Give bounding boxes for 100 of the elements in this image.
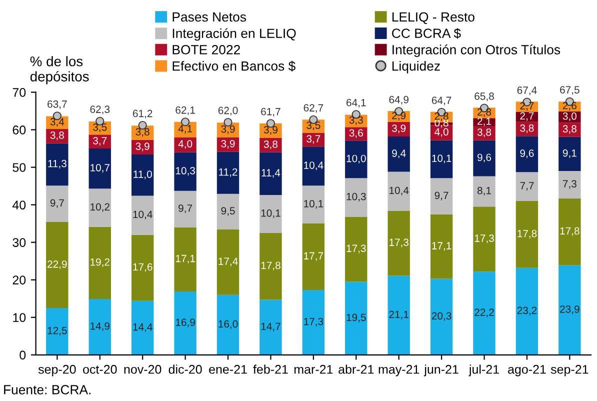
- bar: [260, 300, 282, 355]
- bar: [88, 226, 111, 299]
- data-label: 10,1: [261, 209, 280, 218]
- data-label: 16,0: [218, 320, 238, 329]
- bar: [473, 272, 496, 355]
- bar: [430, 278, 453, 355]
- data-label: 9,1: [562, 149, 576, 158]
- y-tick-label: 30: [12, 238, 26, 247]
- data-label: 62,3: [90, 106, 110, 114]
- data-label: 65,8: [474, 92, 494, 102]
- bar: [88, 298, 111, 355]
- x-tick-label: nov-20: [124, 364, 162, 374]
- data-label: 9,7: [178, 204, 192, 214]
- legend-label: Pases Netos: [172, 12, 246, 22]
- data-label: 3,5: [93, 123, 107, 132]
- bar: [216, 152, 240, 194]
- bar: [388, 210, 410, 276]
- bar: [302, 146, 325, 186]
- data-label: 10,1: [432, 154, 452, 164]
- bar: [88, 134, 111, 149]
- bar: [345, 216, 368, 282]
- data-label: 22,9: [48, 260, 67, 270]
- bar: [174, 152, 196, 191]
- data-label: 4,1: [178, 125, 192, 134]
- data-label: 9,5: [221, 207, 235, 216]
- bar: [345, 282, 368, 355]
- bar: [558, 265, 581, 355]
- bar: [46, 129, 68, 144]
- data-label: 7,3: [562, 180, 576, 189]
- bar: [516, 172, 538, 202]
- x-tick-label: sep-21: [550, 364, 588, 376]
- bar: [88, 148, 111, 189]
- x-tick-label: dic-20: [168, 364, 202, 374]
- data-label: 19,2: [90, 258, 110, 267]
- y-tick-label: 50: [12, 163, 26, 172]
- data-label: 3,4: [50, 118, 64, 127]
- bar: [174, 190, 196, 228]
- data-label: 17,3: [346, 244, 366, 254]
- x-tick-label: jul-21: [468, 364, 499, 376]
- bar: [558, 171, 581, 198]
- data-label: 23,2: [517, 306, 537, 316]
- data-label: 67,5: [560, 86, 580, 95]
- data-label: 11,0: [134, 170, 152, 180]
- bar: [473, 140, 496, 176]
- data-label: 17,1: [432, 242, 452, 251]
- data-label: 17,4: [218, 258, 238, 266]
- bar: [516, 268, 538, 355]
- data-label: 2,8: [434, 112, 448, 122]
- data-label: 3,8: [477, 128, 492, 138]
- data-label: 9,7: [50, 199, 64, 208]
- data-label: 7,7: [520, 182, 534, 191]
- data-label: 61,7: [261, 108, 280, 117]
- bar: [131, 234, 154, 301]
- data-label: 14,7: [261, 322, 280, 332]
- bar: [260, 152, 282, 196]
- legend-label: Efectivo en Bancos $: [172, 60, 296, 72]
- data-label: 8,1: [477, 186, 491, 196]
- data-label: 19,5: [346, 314, 366, 322]
- bar: [388, 172, 410, 211]
- data-label: 62,1: [176, 106, 195, 116]
- data-label: 11,2: [219, 168, 238, 177]
- data-label: 3,8: [520, 124, 534, 134]
- data-label: 64,1: [346, 98, 366, 108]
- bar: [430, 214, 453, 279]
- bar: [302, 290, 325, 355]
- data-label: 23,9: [560, 305, 580, 314]
- data-label: 17,3: [390, 238, 409, 248]
- x-tick-label: jun-21: [424, 364, 458, 376]
- data-label: 3,8: [50, 132, 64, 140]
- data-label: 21,1: [389, 310, 408, 320]
- data-label: 63,7: [48, 100, 67, 110]
- bar: [131, 300, 154, 355]
- bar: [260, 138, 282, 152]
- x-tick-label: mar-21: [294, 364, 333, 374]
- data-label: 10,1: [304, 200, 324, 209]
- legend-label: CC BCRA $: [392, 28, 461, 39]
- bar: [430, 140, 453, 178]
- bar: [388, 276, 410, 355]
- y-tick-label: 40: [12, 200, 26, 210]
- data-label: 3,9: [221, 140, 235, 149]
- data-label: 10,2: [90, 203, 110, 212]
- bar: [473, 206, 496, 272]
- bar: [260, 195, 282, 233]
- data-label: 4,0: [434, 128, 448, 137]
- data-label: 3,9: [221, 125, 235, 134]
- data-label: 3,6: [349, 129, 363, 138]
- data-label: 3,7: [93, 136, 107, 146]
- x-tick-label: oct-20: [83, 364, 117, 374]
- data-label: 14,9: [90, 322, 110, 331]
- bar: [131, 154, 154, 196]
- data-label: 10,3: [346, 192, 366, 202]
- y-tick-label: 60: [12, 126, 26, 134]
- legend-label: LELIQ - Resto: [392, 12, 474, 24]
- bar: [516, 112, 538, 122]
- data-label: 12,5: [48, 326, 67, 336]
- data-label: 3,9: [136, 142, 150, 152]
- bar: [473, 126, 496, 140]
- data-label: 2,6: [562, 102, 576, 111]
- data-label: 10,0: [346, 154, 366, 164]
- x-tick-label: abr-21: [338, 364, 374, 374]
